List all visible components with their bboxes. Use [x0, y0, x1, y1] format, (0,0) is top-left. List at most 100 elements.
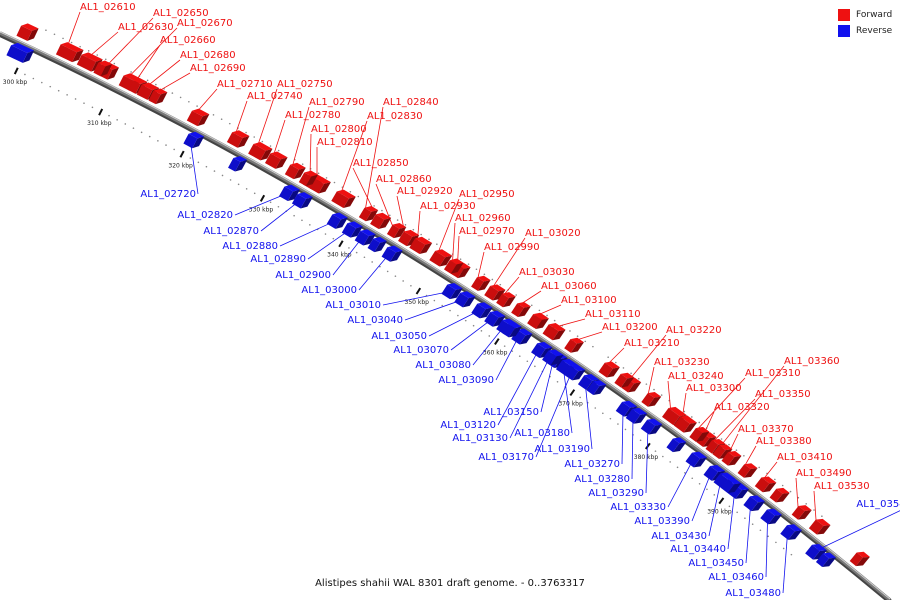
forward-al1-03490-label: AL1_03490 — [796, 468, 852, 479]
tick-label: 300 kbp — [3, 79, 28, 86]
minor-tick — [511, 350, 514, 352]
minor-tick — [637, 377, 640, 380]
reverse-al1-02820-label: AL1_02820 — [177, 210, 233, 221]
reverse-al1-03090-leader — [495, 337, 519, 381]
forward-al1-03300-label: AL1_03300 — [686, 383, 742, 394]
minor-tick — [538, 309, 541, 312]
reverse-feature-4 — [586, 380, 607, 395]
minor-tick — [622, 367, 625, 369]
minor-tick — [379, 265, 381, 268]
reverse-gene-al1-03170 — [563, 364, 586, 381]
forward-gene-al1-02840 — [358, 205, 379, 222]
forward-gene-al1-02610 — [55, 42, 84, 63]
reverse-al1-02870-label: AL1_02870 — [203, 226, 259, 237]
minor-tick — [744, 517, 746, 520]
tick-label: 360 kbp — [483, 349, 508, 356]
reverse-al1-03290-leader — [645, 427, 649, 494]
minor-tick — [728, 443, 730, 446]
reverse-al1-03390-label: AL1_03390 — [634, 516, 690, 527]
forward-al1-03350-label: AL1_03350 — [755, 389, 811, 400]
tick-label: 320 kbp — [168, 162, 193, 169]
minor-tick — [301, 163, 304, 165]
reverse-al1-03040-leader — [404, 299, 462, 321]
forward-al1-02790-leader — [291, 106, 310, 168]
reverse-al1-02880-label: AL1_02880 — [222, 241, 278, 252]
forward-al1-03530-leader — [813, 490, 817, 524]
forward-gene-al1-03530 — [808, 518, 831, 535]
minor-tick — [428, 238, 430, 241]
reverse-gene-al1-03120 — [531, 341, 553, 358]
reverse-gene-al1-02890 — [341, 221, 363, 238]
minor-tick — [49, 85, 52, 88]
legend-reverse: Reverse — [838, 24, 892, 38]
reverse-al1-03000-label: AL1_03000 — [301, 285, 357, 296]
reverse-al1-03070-leader — [450, 319, 492, 351]
reverse-gene-al1-03050 — [471, 302, 493, 319]
forward-al1-02950-label: AL1_02950 — [459, 189, 515, 200]
reverse-al1-03180-label: AL1_03180 — [514, 428, 570, 439]
reverse-al1-03330-leader — [667, 459, 694, 508]
minor-tick — [499, 283, 502, 286]
forward-gene-al1-02780 — [264, 151, 288, 169]
minor-tick — [751, 523, 754, 526]
minor-tick — [269, 201, 272, 204]
minor-tick — [205, 165, 208, 168]
forward-al1-02840-leader — [364, 106, 384, 211]
forward-al1-02750-leader — [256, 88, 278, 149]
tick-mark — [718, 497, 725, 505]
minor-tick — [220, 118, 223, 121]
minor-tick — [464, 319, 467, 322]
tick-mark — [259, 194, 266, 202]
minor-tick — [324, 233, 327, 235]
minor-tick — [261, 140, 264, 143]
reverse-al1-03120-leader — [497, 350, 539, 426]
forward-al1-03200-label: AL1_03200 — [602, 322, 658, 333]
minor-tick — [396, 219, 399, 221]
minor-tick — [503, 345, 506, 347]
minor-tick — [735, 449, 738, 451]
minor-tick — [534, 365, 536, 368]
minor-tick — [245, 131, 247, 134]
forward-al1-02710-label: AL1_02710 — [217, 79, 273, 90]
minor-tick — [32, 77, 35, 80]
forward-al1-02850-label: AL1_02850 — [353, 158, 409, 169]
forward-al1-03490-leader — [795, 477, 799, 509]
reverse-al1-03430-leader — [708, 480, 722, 537]
forward-al1-02860-leader — [375, 183, 394, 228]
forward-al1-03310-label: AL1_03310 — [745, 368, 801, 379]
forward-gene-al1-02920 — [398, 229, 420, 247]
minor-tick — [363, 256, 366, 259]
reverse-al1-03450-leader — [745, 503, 752, 564]
minor-tick — [609, 417, 612, 420]
forward-al1-03030-label: AL1_03030 — [519, 267, 575, 278]
minor-tick — [584, 340, 587, 343]
minor-tick — [698, 482, 701, 485]
forward-al1-03380-label: AL1_03380 — [756, 436, 812, 447]
forward-al1-02810-label: AL1_02810 — [317, 137, 373, 148]
minor-tick — [332, 237, 335, 240]
forward-al1-03240-leader — [667, 380, 672, 413]
minor-tick — [602, 412, 604, 415]
minor-tick — [518, 355, 521, 357]
tick-mark — [644, 442, 651, 450]
minor-tick — [420, 233, 422, 236]
minor-tick — [188, 100, 190, 103]
minor-tick — [317, 172, 320, 175]
legend-reverse-label: Reverse — [856, 26, 893, 36]
tick-label: 340 kbp — [327, 252, 352, 259]
minor-tick — [530, 304, 533, 307]
minor-tick — [301, 219, 303, 222]
forward-gene-al1-03300 — [673, 415, 697, 433]
minor-tick — [228, 122, 231, 125]
minor-tick — [624, 428, 627, 431]
forward-al1-03110-label: AL1_03110 — [585, 309, 641, 320]
forward-feature-2 — [298, 170, 319, 187]
reverse-al1-03170-label: AL1_03170 — [478, 452, 534, 463]
reverse-gene-al1-03540 — [805, 543, 827, 560]
minor-tick — [789, 490, 792, 493]
forward-al1-02790-label: AL1_02790 — [309, 97, 365, 108]
minor-tick — [357, 195, 360, 198]
minor-tick — [333, 181, 336, 184]
legend-reverse-swatch — [838, 25, 850, 37]
forward-al1-02860-label: AL1_02860 — [376, 174, 432, 185]
